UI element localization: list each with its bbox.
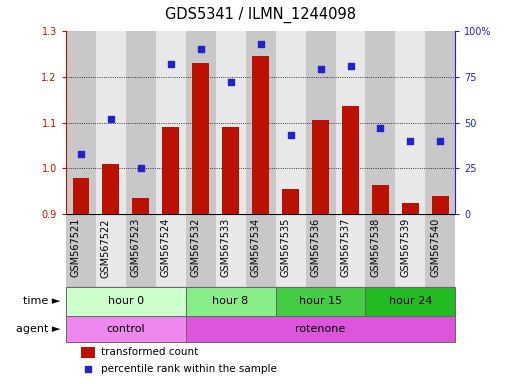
- Text: GSM567537: GSM567537: [340, 218, 350, 277]
- Bar: [275, 214, 305, 287]
- Text: GSM567534: GSM567534: [250, 218, 260, 277]
- Text: GSM567540: GSM567540: [430, 218, 439, 277]
- Point: [435, 138, 443, 144]
- Bar: [95, 214, 125, 287]
- Text: percentile rank within the sample: percentile rank within the sample: [100, 364, 276, 374]
- Text: GDS5341 / ILMN_1244098: GDS5341 / ILMN_1244098: [165, 7, 356, 23]
- Bar: [185, 31, 215, 214]
- Bar: [335, 214, 365, 287]
- Point: [136, 166, 144, 172]
- Bar: [125, 214, 156, 287]
- Bar: [222, 127, 238, 214]
- Bar: [245, 31, 275, 214]
- Bar: [192, 63, 209, 214]
- Text: GSM567522: GSM567522: [100, 218, 111, 278]
- Text: time ►: time ►: [23, 296, 61, 306]
- Bar: [162, 127, 179, 214]
- Text: GSM567532: GSM567532: [190, 218, 200, 277]
- Bar: [66, 287, 185, 316]
- Point: [196, 46, 205, 52]
- Bar: [431, 196, 448, 214]
- Bar: [95, 31, 125, 214]
- Bar: [335, 31, 365, 214]
- Text: GSM567538: GSM567538: [370, 218, 380, 277]
- Bar: [252, 56, 268, 214]
- Bar: [305, 31, 335, 214]
- Bar: [395, 214, 425, 287]
- Text: rotenone: rotenone: [295, 324, 345, 334]
- Bar: [245, 214, 275, 287]
- Bar: [312, 120, 328, 214]
- Bar: [341, 106, 358, 214]
- Bar: [156, 31, 185, 214]
- Point: [376, 125, 384, 131]
- Bar: [365, 31, 395, 214]
- Bar: [282, 189, 298, 214]
- Bar: [185, 214, 215, 287]
- Bar: [425, 214, 454, 287]
- Bar: [215, 214, 245, 287]
- Point: [77, 151, 85, 157]
- Bar: [425, 31, 454, 214]
- Bar: [305, 214, 335, 287]
- Bar: [365, 287, 455, 316]
- Bar: [66, 214, 95, 287]
- Bar: [401, 203, 418, 214]
- Point: [256, 40, 264, 46]
- Bar: [103, 164, 119, 214]
- Bar: [395, 31, 425, 214]
- Bar: [275, 287, 365, 316]
- Point: [286, 132, 294, 139]
- Bar: [275, 31, 305, 214]
- Bar: [215, 31, 245, 214]
- Bar: [185, 287, 275, 316]
- Text: GSM567533: GSM567533: [220, 218, 230, 277]
- Point: [107, 116, 115, 122]
- Text: GSM567521: GSM567521: [71, 218, 81, 277]
- Bar: [132, 198, 148, 214]
- Text: GSM567524: GSM567524: [161, 218, 170, 277]
- Text: transformed count: transformed count: [100, 347, 197, 357]
- Bar: [156, 214, 185, 287]
- Text: GSM567539: GSM567539: [399, 218, 410, 277]
- Point: [406, 138, 414, 144]
- Point: [166, 61, 174, 67]
- Bar: [72, 178, 89, 214]
- Bar: [365, 214, 395, 287]
- Text: hour 15: hour 15: [298, 296, 341, 306]
- Text: GSM567535: GSM567535: [280, 218, 290, 277]
- Point: [346, 63, 354, 69]
- Text: control: control: [106, 324, 145, 334]
- Text: hour 24: hour 24: [388, 296, 431, 306]
- Text: GSM567536: GSM567536: [310, 218, 320, 277]
- Text: agent ►: agent ►: [16, 324, 61, 334]
- Text: GSM567523: GSM567523: [130, 218, 140, 277]
- Bar: [66, 316, 185, 343]
- Point: [226, 79, 234, 85]
- Bar: [372, 185, 388, 214]
- Bar: [81, 347, 95, 358]
- Bar: [185, 316, 454, 343]
- Text: hour 8: hour 8: [212, 296, 248, 306]
- Text: hour 0: hour 0: [108, 296, 143, 306]
- Bar: [66, 31, 95, 214]
- Point: [316, 66, 324, 72]
- Bar: [125, 31, 156, 214]
